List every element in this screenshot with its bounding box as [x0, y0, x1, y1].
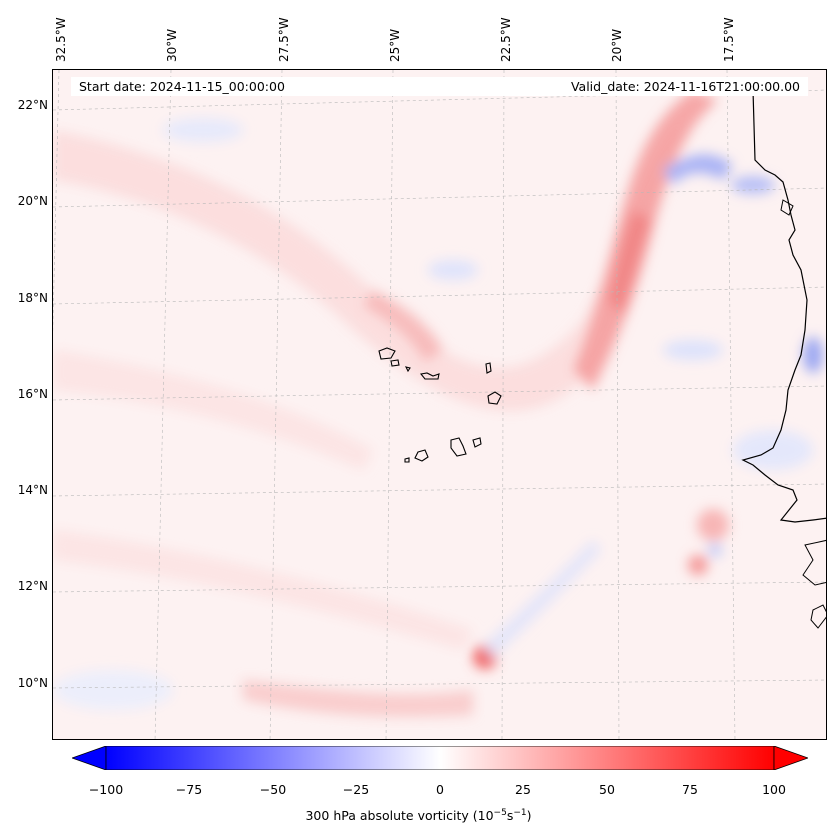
map-canvas: [53, 70, 826, 739]
island-santiago: [450, 437, 467, 457]
colorbar-tick-minus100: −100: [88, 782, 124, 797]
island-brava: [404, 457, 410, 463]
lat-label-10n: 10°N: [17, 676, 48, 690]
colorbar-min-extend: [72, 746, 107, 770]
date-info-bar: Start date: 2024-11-15_00:00:00 Valid_da…: [71, 77, 808, 96]
lon-label-30w: 30°W: [165, 28, 179, 62]
colorbar-gradient: [105, 746, 775, 770]
island-sao-nicolau: [419, 372, 440, 380]
colorbar-label: 300 hPa absolute vorticity (10−5s−1): [305, 808, 532, 824]
island-santa-luzia: [404, 366, 411, 373]
colorbar-tick-0: 0: [436, 782, 444, 797]
colorbar-max-extend: [773, 746, 808, 770]
vorticity-field: [53, 90, 823, 717]
coastline: [741, 89, 826, 523]
island-boa-vista: [487, 391, 502, 405]
colorbar-tick-100: 100: [762, 782, 786, 797]
island-sao-vicente: [390, 359, 400, 367]
lon-label-17-5w: 17.5°W: [722, 17, 736, 62]
lat-label-20n: 20°N: [17, 194, 48, 208]
start-date-label: Start date: 2024-11-15_00:00:00: [79, 79, 285, 94]
colorbar-tick-minus75: −75: [175, 782, 203, 797]
vorticity-map: [52, 69, 827, 740]
island-maio: [472, 437, 482, 448]
valid-date-label: Valid_date: 2024-11-16T21:00:00.00: [570, 79, 800, 94]
colorbar-tick-25: 25: [515, 782, 531, 797]
lat-label-12n: 12°N: [17, 579, 48, 593]
island-fogo: [414, 449, 429, 462]
lon-label-32-5w: 32.5°W: [54, 17, 68, 62]
colorbar-tick-minus50: −50: [259, 782, 287, 797]
coast-detail: [780, 199, 794, 216]
island-sal: [485, 362, 492, 374]
island-santo-antao: [378, 347, 396, 360]
lon-label-20w: 20°W: [610, 28, 624, 62]
colorbar-tick-50: 50: [599, 782, 615, 797]
lon-label-25w: 25°W: [388, 28, 402, 62]
colorbar: [72, 746, 808, 770]
coast-island: [810, 604, 826, 629]
lon-label-22-5w: 22.5°W: [499, 17, 513, 62]
lat-label-18n: 18°N: [17, 291, 48, 305]
colorbar-tick-75: 75: [682, 782, 698, 797]
lat-label-22n: 22°N: [17, 98, 48, 112]
lon-label-27-5w: 27.5°W: [277, 17, 291, 62]
colorbar-tick-minus25: −25: [342, 782, 370, 797]
cape-verde-islands: [378, 347, 502, 463]
coastline-south: [802, 539, 826, 586]
lat-label-16n: 16°N: [17, 387, 48, 401]
lat-label-14n: 14°N: [17, 483, 48, 497]
